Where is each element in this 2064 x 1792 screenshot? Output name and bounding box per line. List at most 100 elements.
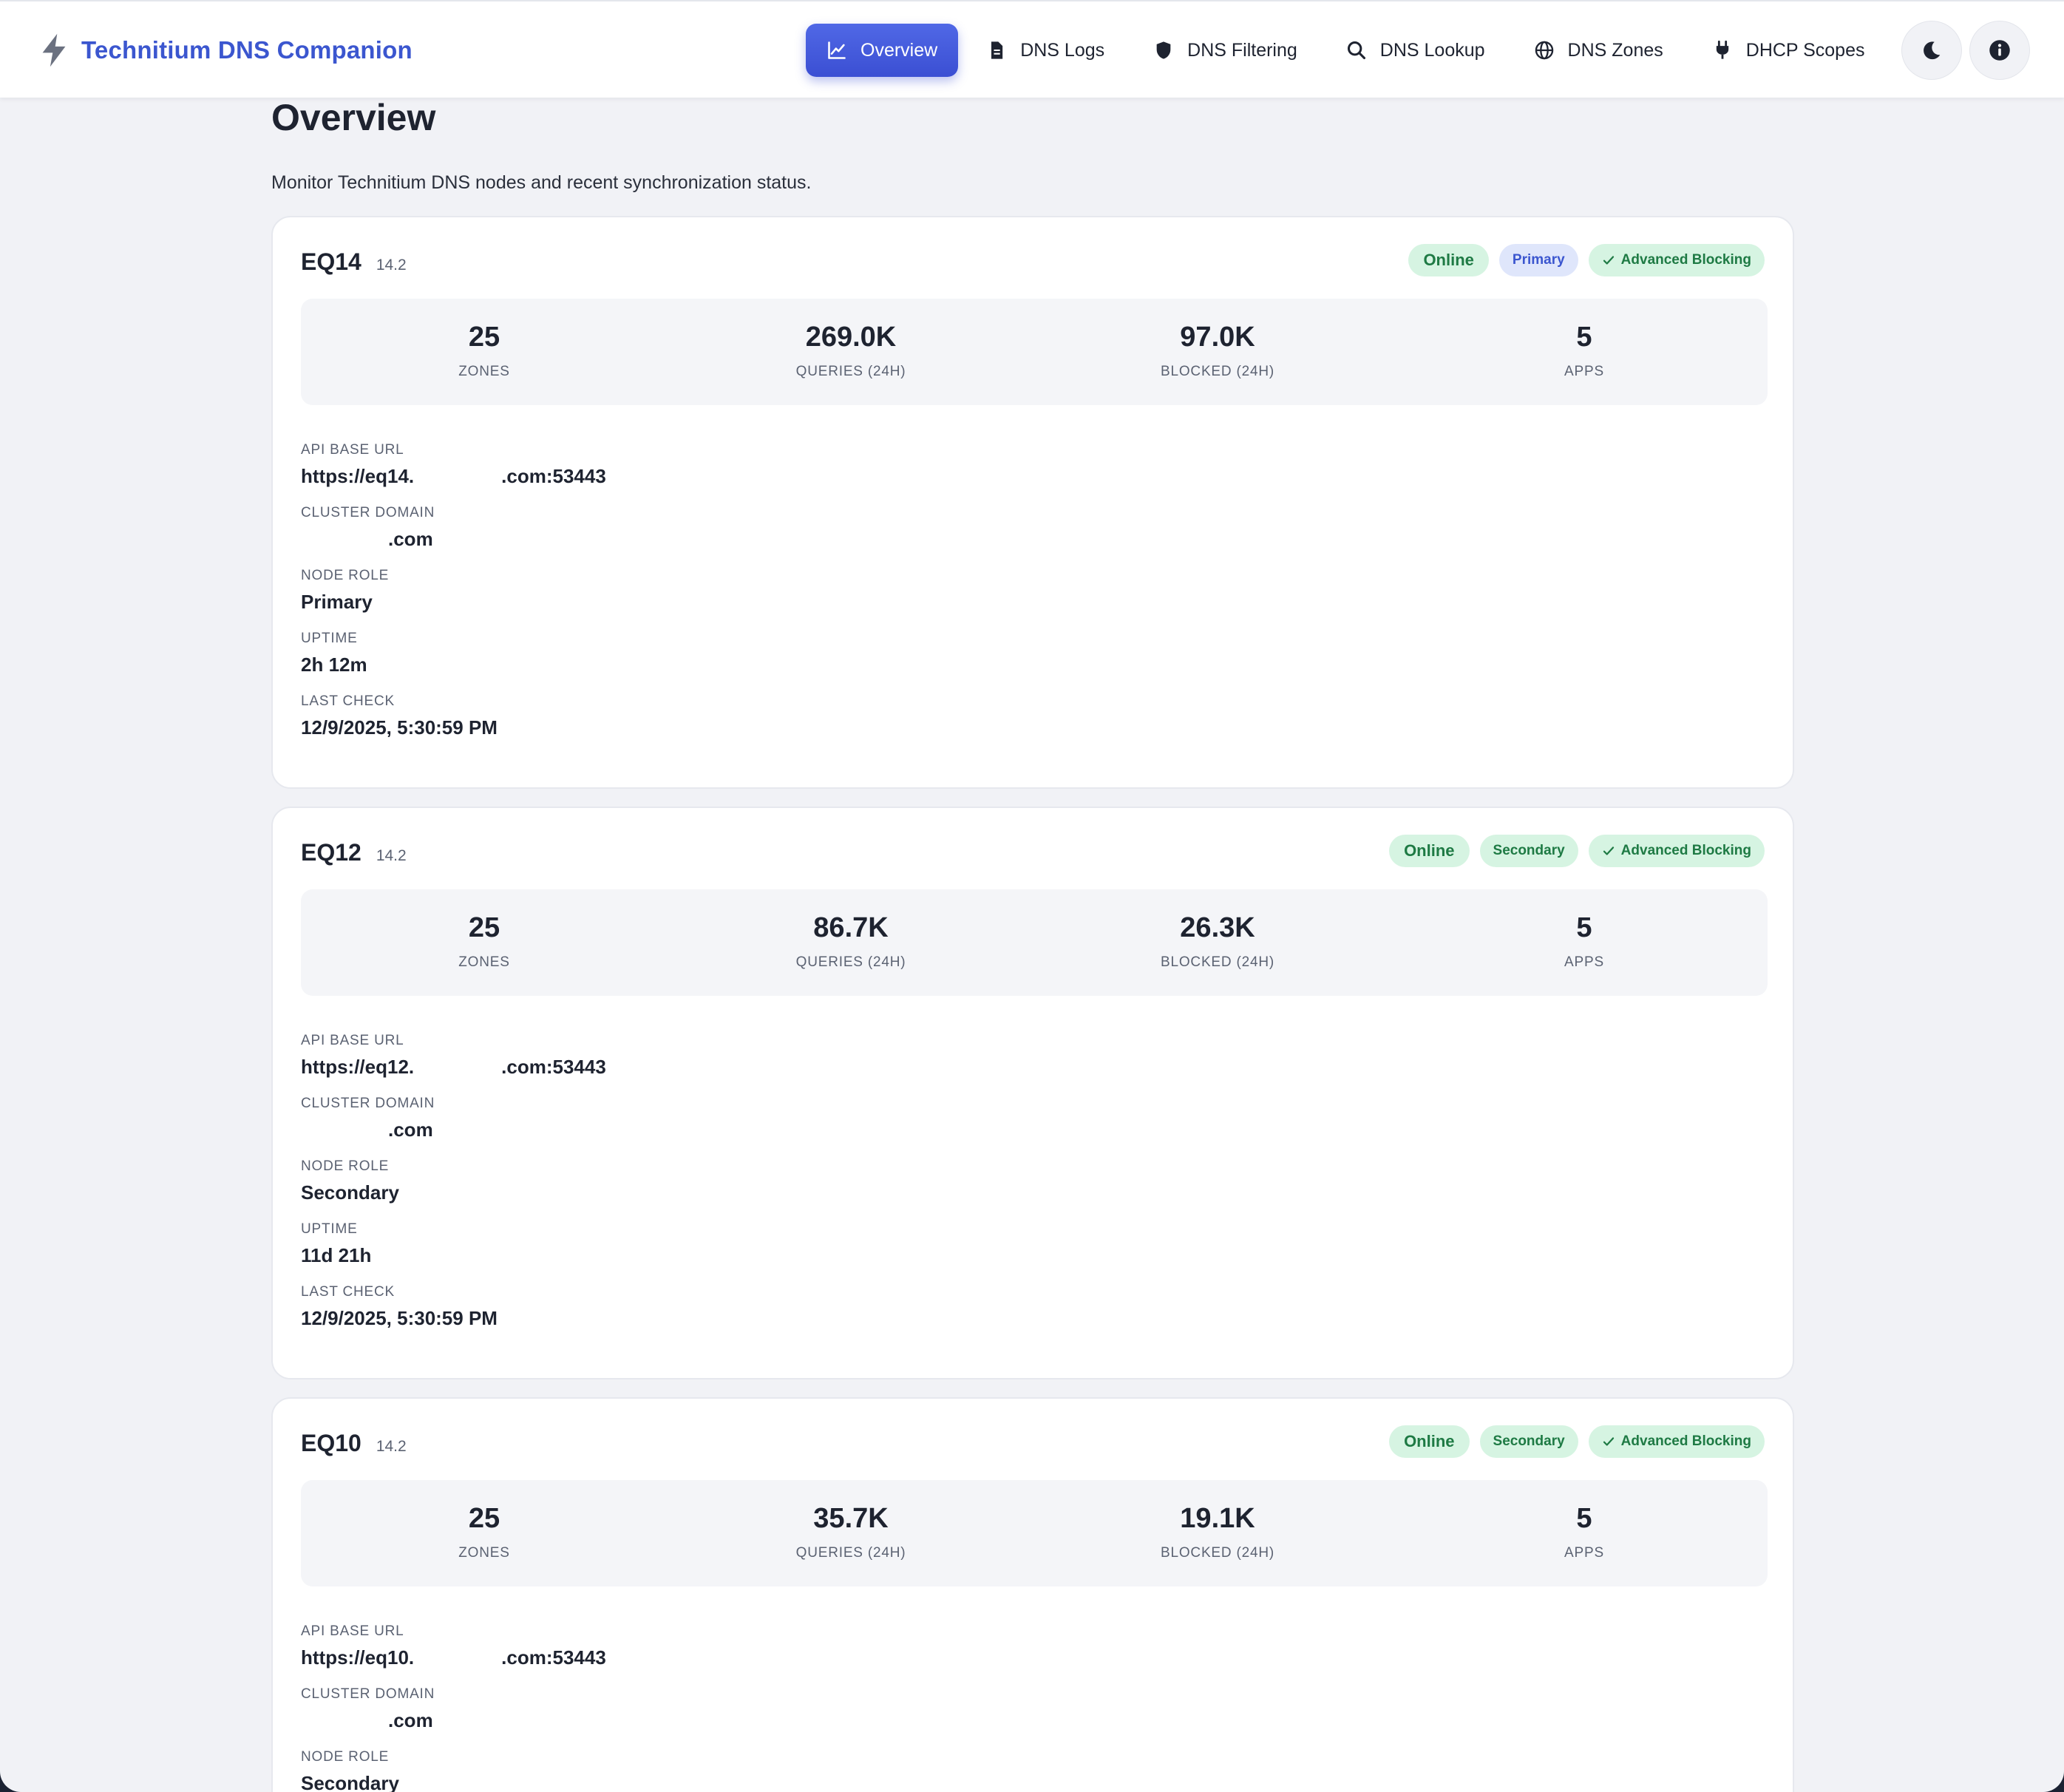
stat-apps: 5 APPS: [1401, 889, 1768, 996]
node-badges: Online Secondary Advanced Blocking: [1379, 1425, 1765, 1458]
check-icon: [1603, 256, 1614, 265]
node-version: 14.2: [376, 847, 407, 864]
field-node-role: NODE ROLE Primary: [301, 568, 606, 631]
nav-item-dns-filtering[interactable]: DNS Filtering: [1133, 24, 1318, 77]
field-value: 2h 12m: [301, 654, 367, 676]
field-value: Secondary: [301, 1181, 399, 1204]
stat-zones: 25 ZONES: [301, 299, 668, 405]
field-last-check: LAST CHECK 12/9/2025, 5:30:59 PM: [301, 1284, 606, 1347]
field-value: https://eq10. .com:53443: [301, 1646, 606, 1671]
field-label: UPTIME: [301, 631, 358, 646]
status-badge: Online: [1408, 244, 1489, 276]
chart-line-icon: [828, 41, 846, 59]
redacted-block: [414, 466, 502, 489]
nav-item-dhcp-scopes[interactable]: DHCP Scopes: [1691, 24, 1886, 77]
brand-link[interactable]: Technitium DNS Companion: [38, 33, 413, 68]
page-title: Overview: [271, 97, 436, 138]
stat-blocked: 26.3K BLOCKED (24H): [1034, 889, 1401, 996]
globe-icon: [1535, 41, 1553, 60]
field-label: CLUSTER DOMAIN: [301, 505, 435, 520]
stat-value: 25: [468, 1503, 500, 1534]
document-icon: [991, 41, 1003, 59]
nav-item-dns-logs[interactable]: DNS Logs: [965, 24, 1125, 77]
field-api-base-url: API BASE URL https://eq10. .com:53443: [301, 1623, 606, 1686]
field-cluster-domain: CLUSTER DOMAIN .com: [301, 505, 606, 568]
field-label: LAST CHECK: [301, 693, 395, 709]
shield-icon: [1156, 41, 1171, 59]
field-value: https://eq12. .com:53443: [301, 1055, 606, 1080]
node-card-eq14: EQ14 14.2 Online Primary Advanced Blocki…: [271, 216, 1794, 789]
node-details: API BASE URL https://eq14. .com:53443 CLU…: [301, 442, 606, 756]
node-card-eq12: EQ12 14.2 Online Secondary Advanced Bloc…: [271, 807, 1794, 1379]
app-title: Technitium DNS Companion: [81, 36, 413, 64]
field-label: API BASE URL: [301, 442, 404, 458]
page-subtitle: Monitor Technitium DNS nodes and recent …: [271, 172, 812, 193]
field-value: .com: [301, 1118, 606, 1143]
info-icon: [1989, 40, 2010, 61]
field-value: https://eq14. .com:53443: [301, 464, 606, 489]
nav-item-overview[interactable]: Overview: [806, 24, 959, 77]
node-stats: 25 ZONES 86.7K QUERIES (24H) 26.3K BLOCK…: [301, 889, 1768, 996]
node-stats: 25 ZONES 269.0K QUERIES (24H) 97.0K BLOC…: [301, 299, 1768, 405]
role-badge: Secondary: [1479, 835, 1578, 867]
nav-item-label: DNS Filtering: [1187, 39, 1297, 61]
field-last-check: LAST CHECK 12/9/2025, 5:30:59 PM: [301, 693, 606, 756]
field-uptime: UPTIME 11d 21h: [301, 1221, 606, 1284]
stat-label: ZONES: [458, 954, 510, 970]
domain-suffix: .com: [388, 528, 433, 550]
stat-blocked: 97.0K BLOCKED (24H): [1034, 299, 1401, 405]
status-badge: Online: [1389, 835, 1470, 867]
top-navbar: Technitium DNS Companion Overview DNS Lo…: [0, 0, 2064, 98]
nav-item-label: DHCP Scopes: [1745, 39, 1865, 61]
stat-label: QUERIES (24H): [795, 364, 906, 379]
main-nav: Overview DNS Logs DNS Filtering DNS: [806, 24, 1892, 77]
field-api-base-url: API BASE URL https://eq12. .com:53443: [301, 1033, 606, 1096]
moon-icon: [1924, 41, 1941, 60]
field-value: .com: [301, 527, 606, 552]
field-label: NODE ROLE: [301, 1158, 390, 1174]
theme-toggle-button[interactable]: [1901, 21, 1962, 80]
node-badges: Online Secondary Advanced Blocking: [1379, 835, 1765, 867]
stat-apps: 5 APPS: [1401, 299, 1768, 405]
domain-suffix: .com: [388, 1709, 433, 1731]
stat-value: 269.0K: [805, 322, 897, 353]
redacted-block: [301, 529, 388, 552]
nav-item-dns-lookup[interactable]: DNS Lookup: [1325, 24, 1506, 77]
stat-blocked: 19.1K BLOCKED (24H): [1034, 1480, 1401, 1586]
node-stats: 25 ZONES 35.7K QUERIES (24H) 19.1K BLOCK…: [301, 1480, 1768, 1586]
stat-value: 5: [1576, 322, 1592, 353]
info-button[interactable]: [1969, 21, 2030, 80]
nav-item-dns-zones[interactable]: DNS Zones: [1513, 24, 1684, 77]
stat-value: 19.1K: [1180, 1503, 1255, 1534]
node-card-eq10: EQ10 14.2 Online Secondary Advanced Bloc…: [271, 1397, 1794, 1792]
stat-label: BLOCKED (24H): [1161, 1545, 1274, 1561]
stat-label: BLOCKED (24H): [1161, 954, 1274, 970]
stat-label: APPS: [1564, 1545, 1604, 1561]
field-value: Primary: [301, 591, 373, 613]
nav-item-label: DNS Logs: [1020, 39, 1105, 61]
stat-value: 26.3K: [1180, 912, 1255, 943]
field-label: NODE ROLE: [301, 568, 390, 583]
stat-label: APPS: [1564, 364, 1604, 379]
stat-zones: 25 ZONES: [301, 1480, 668, 1586]
field-label: CLUSTER DOMAIN: [301, 1096, 435, 1111]
check-icon: [1603, 846, 1614, 855]
node-version: 14.2: [376, 257, 407, 274]
stat-value: 97.0K: [1180, 322, 1255, 353]
field-label: UPTIME: [301, 1221, 358, 1237]
node-version: 14.2: [376, 1438, 407, 1455]
stat-label: QUERIES (24H): [795, 954, 906, 970]
stat-apps: 5 APPS: [1401, 1480, 1768, 1586]
badge-label: Advanced Blocking: [1620, 1433, 1751, 1449]
field-cluster-domain: CLUSTER DOMAIN .com: [301, 1096, 606, 1158]
field-node-role: NODE ROLE Secondary: [301, 1749, 606, 1792]
node-header: EQ12 14.2: [301, 839, 407, 866]
stat-value: 25: [468, 912, 500, 943]
stat-label: BLOCKED (24H): [1161, 364, 1274, 379]
node-name: EQ12: [301, 839, 361, 866]
redacted-block: [301, 1711, 388, 1734]
stat-label: APPS: [1564, 954, 1604, 970]
search-icon: [1347, 41, 1365, 60]
field-node-role: NODE ROLE Secondary: [301, 1158, 606, 1221]
